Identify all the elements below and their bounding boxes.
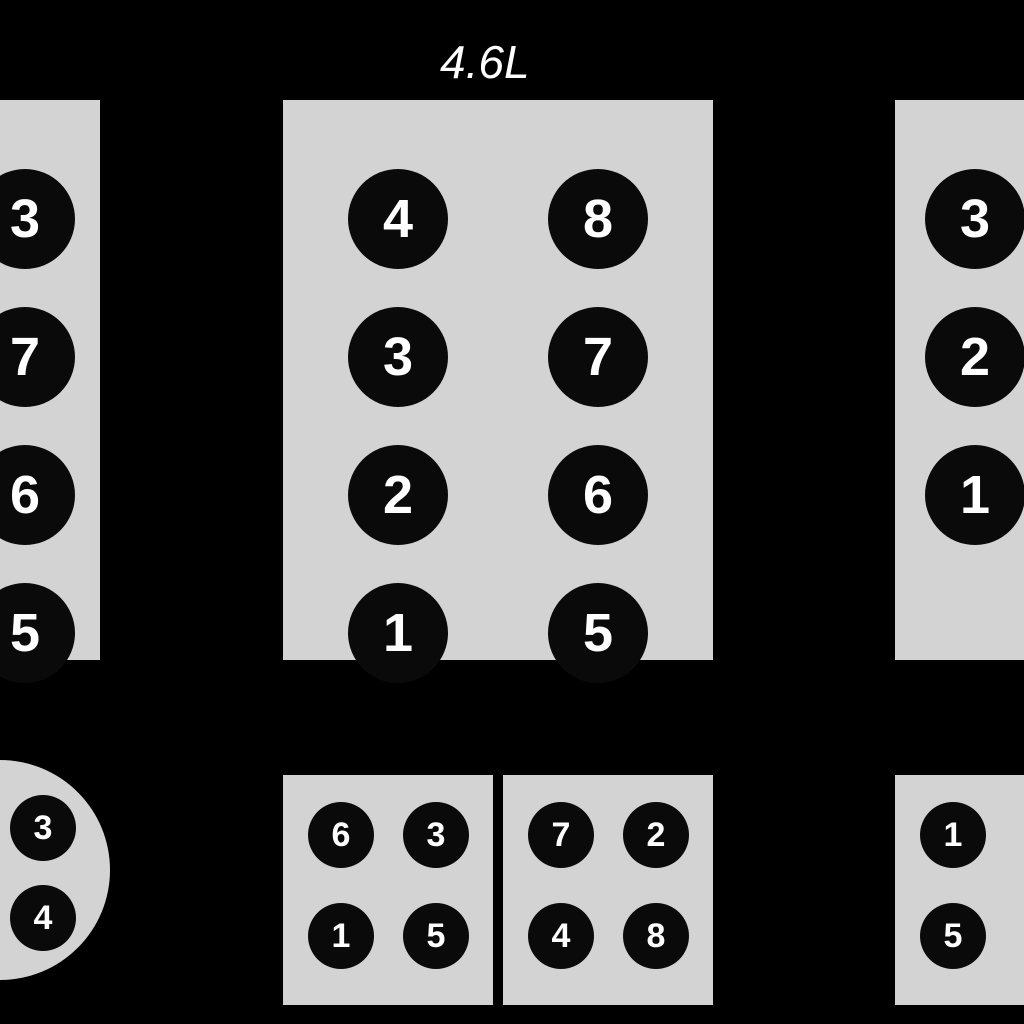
cylinder-circle: 3 (925, 169, 1024, 269)
engine-block-top-left: 3765 (0, 100, 100, 660)
cylinder-circle: 6 (548, 445, 648, 545)
engine-block-top-right: 3 2 1 (895, 100, 1024, 660)
cylinder-circle: 7 (0, 307, 75, 407)
cylinder-circle: 8 (548, 169, 648, 269)
coil-pack-right: 7 2 4 8 (503, 775, 713, 1005)
cylinder-circle: 2 (623, 802, 689, 868)
cylinder-number: 5 (583, 602, 613, 664)
cylinder-circle: 2 (925, 307, 1024, 407)
cylinder-number: 7 (583, 326, 613, 388)
terminal-number: 3 (34, 809, 53, 848)
cylinder-number: 7 (10, 326, 40, 388)
cylinder-number: 3 (960, 188, 990, 250)
cylinder-circle: 4 (528, 903, 594, 969)
cylinder-circle: 1 (348, 583, 448, 683)
cylinder-circle: 1 (308, 903, 374, 969)
cylinder-number: 4 (383, 188, 413, 250)
cylinder-circle: 5 (548, 583, 648, 683)
cylinder-number: 8 (647, 917, 666, 956)
cylinder-number: 6 (332, 816, 351, 855)
cylinder-circle: 4 (348, 169, 448, 269)
cylinder-circle: 2 (348, 445, 448, 545)
cylinder-number: 1 (944, 816, 963, 855)
cylinder-number: 2 (960, 326, 990, 388)
cylinder-number: 8 (583, 188, 613, 250)
cylinder-number: 3 (10, 188, 40, 250)
cylinder-circle: 1 (920, 802, 986, 868)
distributor-terminal: 3 (10, 795, 76, 861)
terminal-number: 4 (34, 899, 53, 938)
cylinder-circle: 6 (308, 802, 374, 868)
cylinder-number: 5 (427, 917, 446, 956)
cylinder-circle: 3 (348, 307, 448, 407)
coil-pack-far-right: 15 (895, 775, 1024, 1005)
cylinder-circle: 5 (403, 903, 469, 969)
cylinder-number: 5 (10, 602, 40, 664)
engine-block-top-center: 48372615 (283, 100, 713, 660)
cylinder-circle: 7 (528, 802, 594, 868)
cylinder-circle: 3 (0, 169, 75, 269)
cylinder-number: 2 (383, 464, 413, 526)
cylinder-number: 7 (552, 816, 571, 855)
distributor-terminal: 4 (10, 885, 76, 951)
cylinder-circle: 6 (0, 445, 75, 545)
cylinder-number: 3 (427, 816, 446, 855)
cylinder-number: 5 (944, 917, 963, 956)
cylinder-number: 3 (383, 326, 413, 388)
cylinder-circle: 5 (920, 903, 986, 969)
cylinder-circle: 8 (623, 903, 689, 969)
cylinder-circle: 3 (403, 802, 469, 868)
coil-pack-left: 6 3 1 5 (283, 775, 493, 1005)
cylinder-circle: 7 (548, 307, 648, 407)
cylinder-number: 2 (647, 816, 666, 855)
cylinder-number: 1 (332, 917, 351, 956)
cylinder-circle: 1 (925, 445, 1024, 545)
diagram-title: 4.6L (440, 35, 530, 89)
cylinder-number: 1 (383, 602, 413, 664)
cylinder-number: 6 (583, 464, 613, 526)
cylinder-number: 6 (10, 464, 40, 526)
cylinder-number: 1 (960, 464, 990, 526)
cylinder-number: 4 (552, 917, 571, 956)
distributor-cap: 34 (0, 760, 110, 980)
cylinder-circle: 5 (0, 583, 75, 683)
